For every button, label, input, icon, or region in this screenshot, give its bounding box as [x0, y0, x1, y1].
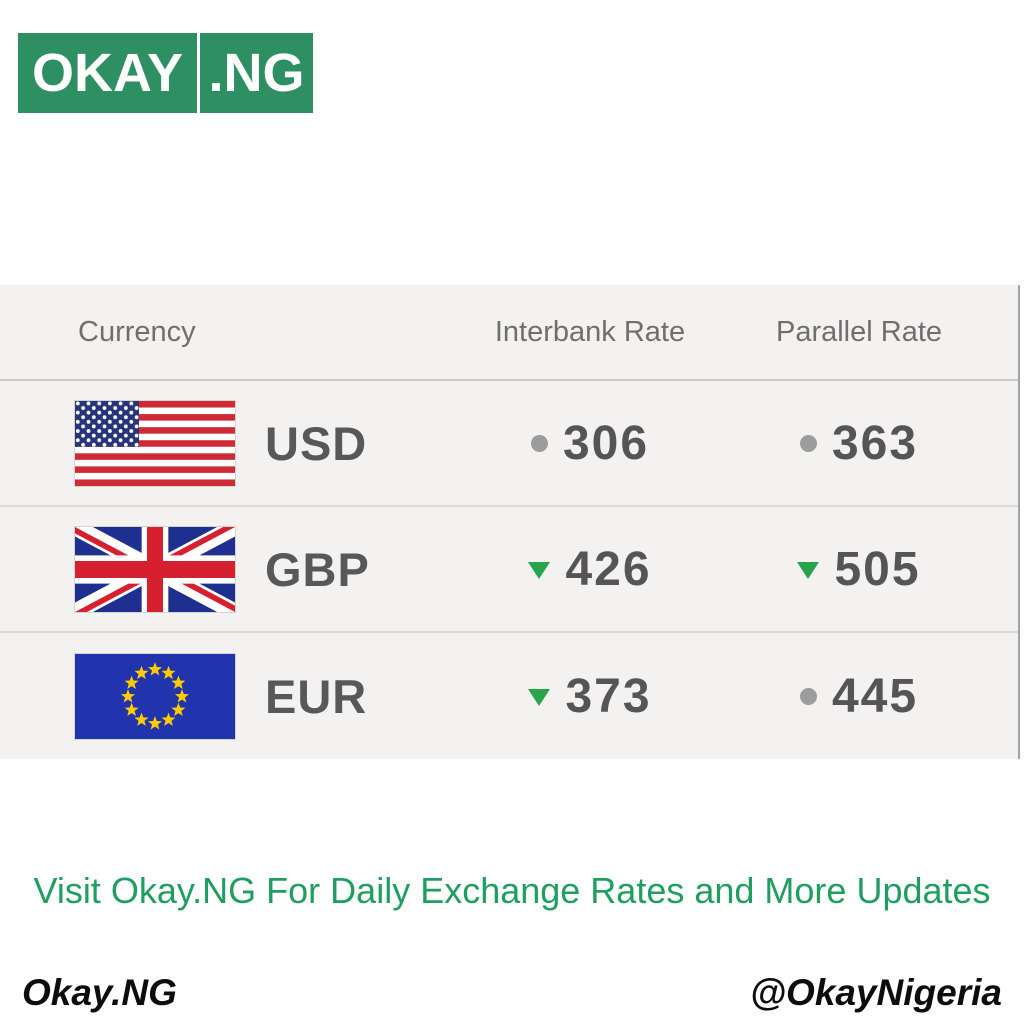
eur-interbank-trend-icon [528, 689, 551, 706]
gbp-parallel-cell: 505 [730, 542, 1020, 597]
european-union-flag-icon [75, 653, 235, 739]
gbp-interbank-cell: 426 [450, 542, 730, 597]
usd-parallel-value: 363 [831, 416, 919, 470]
gbp-parallel-trend-icon [797, 562, 820, 579]
eur-interbank-value: 373 [565, 669, 652, 723]
header-interbank-rate: Interbank Rate [494, 315, 686, 348]
logo-okay-box: OKAY [18, 33, 197, 113]
usd-interbank-cell: 306 [450, 416, 730, 471]
table-row-eur: EUR 373 445 [0, 633, 1018, 759]
exchange-rates-table: Currency Interbank Rate Parallel Rate [0, 285, 1020, 759]
united-states-flag-icon [75, 400, 235, 486]
gbp-interbank-trend-icon [528, 562, 551, 579]
footer-site-name: Okay.NG [22, 972, 177, 1013]
gbp-interbank-value: 426 [565, 542, 652, 596]
united-kingdom-flag-icon [75, 526, 235, 612]
usd-currency-cell: USD [0, 400, 450, 486]
logo-ng-text: .NG [208, 43, 305, 103]
table-header-row: Currency Interbank Rate Parallel Rate [0, 285, 1018, 381]
currency-code-gbp: GBP [265, 542, 370, 596]
currency-code-usd: USD [265, 416, 368, 470]
currency-code-eur: EUR [265, 669, 368, 723]
okay-ng-logo: OKAY .NG [18, 33, 313, 113]
promo-text: Visit Okay.NG For Daily Exchange Rates a… [33, 870, 991, 911]
logo-ng-box: .NG [200, 33, 313, 113]
usd-interbank-trend-icon [530, 434, 548, 452]
eur-currency-cell: EUR [0, 653, 450, 739]
footer-twitter-handle: @OkayNigeria [749, 972, 1002, 1013]
logo-okay-text: OKAY [31, 43, 184, 103]
header-currency: Currency [78, 315, 196, 348]
usd-parallel-cell: 363 [730, 416, 1020, 471]
header-parallel-rate: Parallel Rate [775, 315, 943, 348]
eur-parallel-trend-icon [799, 687, 817, 705]
eur-interbank-cell: 373 [450, 669, 730, 724]
gbp-parallel-value: 505 [834, 542, 921, 596]
footer: Okay.NG @OkayNigeria [0, 972, 1024, 1014]
gbp-currency-cell: GBP [0, 526, 450, 612]
eur-parallel-value: 445 [831, 669, 919, 723]
table-row-usd: USD 306 363 [0, 381, 1018, 507]
eur-parallel-cell: 445 [730, 669, 1020, 724]
table-row-gbp: GBP 426 505 [0, 507, 1018, 633]
usd-parallel-trend-icon [799, 434, 817, 452]
usd-interbank-value: 306 [562, 416, 650, 470]
